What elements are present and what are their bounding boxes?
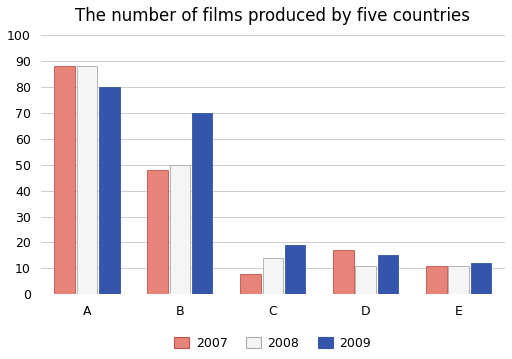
Bar [99,87,119,294]
Bar [285,245,305,294]
Bar [471,263,491,294]
Bar [333,250,354,294]
Title: The number of films produced by five countries: The number of films produced by five cou… [75,7,471,25]
Bar [54,66,75,294]
Bar [147,170,168,294]
Bar [426,266,446,294]
Bar [77,66,97,294]
Bar [449,266,469,294]
Bar [240,274,261,294]
Bar [378,256,398,294]
Bar [169,165,190,294]
Bar [192,113,212,294]
Bar [355,266,376,294]
Bar [263,258,283,294]
Legend: 2007, 2008, 2009: 2007, 2008, 2009 [169,332,376,355]
